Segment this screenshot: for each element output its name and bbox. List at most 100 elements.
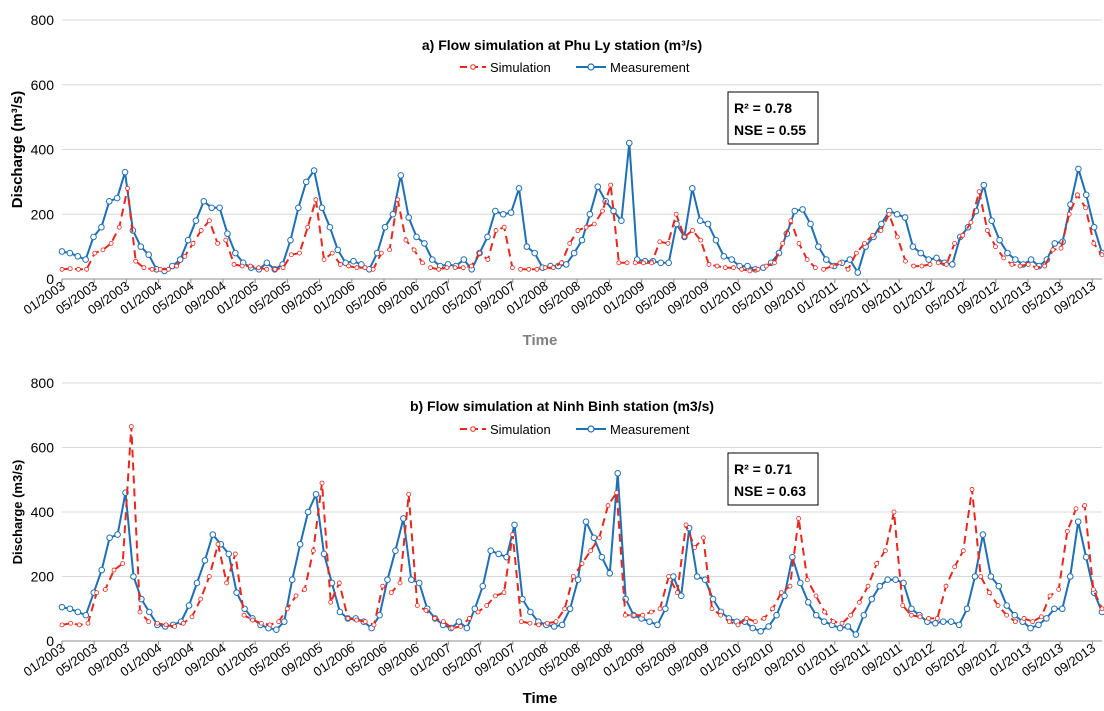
x-axis-title: Time — [523, 690, 558, 706]
data-point-measurement — [939, 618, 947, 625]
data-point-measurement — [288, 576, 296, 584]
data-point-simulation — [403, 237, 409, 243]
data-point-measurement — [200, 198, 208, 205]
data-point-measurement — [350, 257, 357, 265]
data-point-measurement — [208, 204, 215, 212]
data-point-measurement — [405, 214, 412, 221]
data-point-simulation — [518, 266, 523, 272]
data-point-simulation — [174, 263, 180, 269]
data-point-measurement — [209, 531, 217, 538]
data-point-simulation — [605, 503, 611, 508]
data-point-measurement — [273, 626, 280, 634]
data-point-measurement — [1027, 624, 1034, 632]
data-point-simulation — [172, 624, 178, 629]
data-point-simulation — [830, 619, 836, 625]
data-point-measurement — [429, 256, 436, 263]
data-point-simulation — [570, 574, 576, 579]
stats-box: R² = 0.78 NSE = 0.55 — [727, 91, 819, 145]
data-point-measurement — [933, 254, 940, 262]
data-point-simulation — [180, 620, 186, 626]
data-point-measurement — [233, 589, 240, 596]
data-point-simulation — [397, 580, 403, 586]
data-point-simulation — [848, 612, 854, 618]
data-point-simulation — [722, 265, 728, 271]
x-axis-title: Time — [523, 332, 558, 349]
data-point-measurement — [852, 631, 860, 638]
data-point-simulation — [1030, 619, 1036, 625]
data-point-measurement — [728, 256, 735, 263]
data-point-simulation — [1009, 262, 1015, 267]
data-point-simulation — [935, 260, 941, 266]
data-point-measurement — [908, 605, 915, 613]
data-point-simulation — [1004, 612, 1010, 618]
data-point-measurement — [507, 209, 515, 216]
data-point-measurement — [397, 172, 405, 179]
data-point-simulation — [640, 612, 646, 618]
data-point-simulation — [900, 603, 906, 608]
data-point-simulation — [903, 258, 908, 264]
data-point-measurement — [594, 183, 602, 191]
data-point-measurement — [574, 576, 582, 584]
legend: Simulation Measurement — [460, 60, 690, 75]
data-point-measurement — [326, 223, 334, 231]
data-point-simulation — [657, 239, 663, 245]
data-point-measurement — [484, 233, 491, 241]
data-point-measurement — [931, 619, 939, 627]
data-point-simulation — [440, 619, 446, 625]
data-point-simulation — [215, 541, 221, 547]
data-point-simulation — [772, 260, 777, 266]
data-point-simulation — [960, 548, 966, 554]
data-point-simulation — [648, 609, 654, 615]
data-point-measurement — [1075, 165, 1082, 173]
data-point-simulation — [583, 224, 589, 230]
data-point-simulation — [917, 614, 923, 620]
data-point-simulation — [960, 232, 966, 238]
data-point-measurement — [662, 605, 669, 613]
data-point-measurement — [263, 259, 271, 267]
data-point-simulation — [692, 545, 698, 550]
data-point-measurement — [527, 608, 534, 616]
data-point-measurement — [296, 540, 304, 548]
data-point-simulation — [477, 250, 483, 256]
data-point-simulation — [622, 612, 628, 618]
data-point-simulation — [984, 228, 990, 233]
data-point-simulation — [1038, 614, 1044, 620]
data-point-measurement — [531, 249, 539, 257]
data-point-simulation — [709, 606, 715, 612]
data-point-simulation — [501, 590, 507, 596]
y-tick-label: 600 — [31, 77, 55, 93]
data-point-measurement — [201, 557, 209, 564]
data-point-simulation — [321, 257, 327, 262]
data-point-measurement — [1012, 256, 1019, 263]
data-point-measurement — [749, 624, 756, 632]
data-point-simulation — [267, 622, 273, 628]
data-point-measurement — [709, 595, 717, 603]
stats-box-frame — [727, 452, 819, 506]
legend-simulation-label: Simulation — [490, 60, 551, 75]
data-point-measurement — [582, 518, 590, 525]
data-point-simulation — [567, 240, 573, 246]
legend-measurement-marker — [587, 63, 595, 71]
data-point-simulation — [739, 266, 745, 272]
data-point-measurement — [310, 167, 318, 174]
data-point-measurement — [578, 236, 586, 244]
legend-measurement-label: Measurement — [610, 422, 690, 437]
data-point-simulation — [1034, 265, 1039, 271]
data-point-simulation — [59, 266, 65, 272]
data-point-measurement — [523, 243, 531, 250]
data-point-simulation — [995, 603, 1001, 608]
data-point-simulation — [207, 218, 212, 224]
data-point-measurement — [558, 621, 566, 629]
data-point-simulation — [444, 265, 450, 271]
data-point-simulation — [865, 583, 871, 589]
data-point-measurement — [1090, 223, 1098, 231]
data-point-measurement — [744, 262, 751, 270]
data-point-measurement — [1003, 602, 1011, 609]
data-point-measurement — [1051, 605, 1058, 613]
data-point-measurement — [654, 621, 661, 629]
data-point-measurement — [495, 550, 502, 558]
data-point-simulation — [198, 228, 204, 233]
data-point-simulation — [288, 252, 294, 258]
